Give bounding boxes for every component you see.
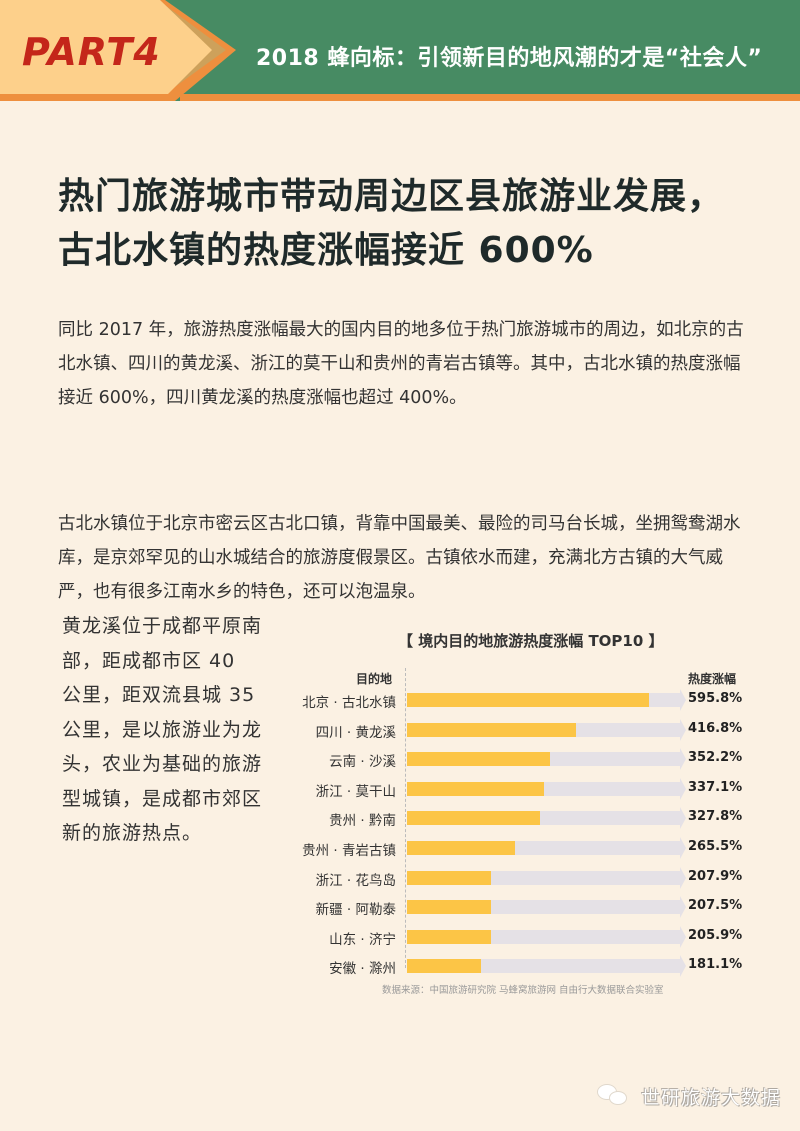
chart-row: 山东 · 济宁 205.9%	[0, 925, 800, 948]
header-orange-stripe	[0, 94, 800, 101]
page-header: PART4 2018 蜂向标：引领新目的地风潮的才是“社会人”	[0, 0, 800, 104]
bar-value: 352.2%	[688, 750, 743, 766]
account-name: 世研旅游大数据	[641, 1086, 782, 1109]
bar-value: 595.8%	[688, 691, 743, 706]
bar-arrow-icon	[680, 748, 686, 771]
bar-arrow-icon	[680, 718, 686, 741]
paragraph-gubei: 古北水镇位于北京市密云区古北口镇，背靠中国最美、最险的司马台长城，坐拥鸳鸯湖水库…	[58, 514, 741, 602]
bar-arrow-icon	[680, 955, 686, 978]
bar-value: 265.5%	[688, 839, 743, 854]
bar-label: 云南 · 沙溪	[329, 754, 396, 771]
bar-fill	[407, 929, 491, 944]
bar-label: 山东 · 济宁	[329, 931, 396, 948]
section-title: 2018 蜂向标：引领新目的地风潮的才是“社会人”	[256, 46, 763, 71]
chart-row: 浙江 · 莫干山 337.1%	[0, 777, 800, 800]
bar-label: 浙江 · 花鸟岛	[315, 872, 396, 889]
bar-arrow-icon	[680, 807, 686, 830]
bar-value: 181.1%	[688, 957, 743, 973]
bar-arrow-icon	[680, 866, 686, 889]
bar-label: 贵州 · 青岩古镇	[302, 843, 396, 859]
chart-row: 贵州 · 黔南 327.8%	[0, 807, 800, 830]
page-title: 热门旅游城市带动周边区县旅游业发展， 古北水镇的热度涨幅接近 600%	[58, 170, 724, 278]
bar-label: 四川 · 黄龙溪	[315, 724, 396, 741]
footer-account: 世研旅游大数据	[597, 1082, 781, 1110]
bar-value: 207.5%	[688, 898, 743, 914]
chart-row: 安徽 · 滁州 181.1%	[0, 955, 800, 978]
chart-column-value: 热度涨幅	[688, 672, 737, 686]
bar-arrow-icon	[680, 896, 686, 919]
chart-row: 浙江 · 花鸟岛 207.9%	[0, 866, 800, 889]
bar-fill	[407, 693, 649, 707]
chart-row: 贵州 · 青岩古镇 265.5%	[0, 837, 800, 859]
bar-label: 贵州 · 黔南	[329, 813, 396, 830]
chart-title: 【 境内目的地旅游热度涨幅 TOP10 】	[398, 632, 664, 650]
chart-source: 数据来源：中国旅游研究院 马蜂窝旅游网 自由行大数据联合实验室	[382, 985, 664, 996]
bar-fill	[407, 811, 541, 826]
bar-arrow-icon	[680, 777, 686, 800]
bar-fill	[407, 959, 481, 974]
bar-label: 北京 · 古北水镇	[302, 695, 396, 711]
chart-column-destination: 目的地	[356, 672, 393, 686]
bar-label: 安徽 · 滁州	[329, 961, 396, 978]
bar-fill	[407, 900, 492, 915]
bar-value: 205.9%	[688, 927, 743, 943]
part-label: PART4	[22, 30, 161, 74]
bar-fill	[407, 841, 515, 855]
bar-value: 327.8%	[688, 809, 743, 825]
bar-fill	[407, 870, 492, 885]
paragraph-intro: 同比 2017 年，旅游热度涨幅最大的国内目的地多位于热门旅游城市的周边，如北京…	[58, 320, 744, 408]
bar-label: 浙江 · 莫干山	[315, 783, 396, 800]
bar-arrow-icon	[680, 689, 686, 711]
bar-label: 新疆 · 阿勒泰	[315, 902, 396, 919]
bar-value: 207.9%	[688, 868, 743, 884]
chart-row: 北京 · 古北水镇 595.8%	[0, 689, 800, 711]
chart-row: 云南 · 沙溪 352.2%	[0, 748, 800, 771]
bar-fill	[407, 752, 551, 767]
chart-row: 四川 · 黄龙溪 416.8%	[0, 718, 800, 741]
page-title-line-1: 热门旅游城市带动周边区县旅游业发展，	[58, 176, 725, 217]
paragraph-huanglongxi: 黄龙溪位于成都平原南部，距成都市区 40 公里，距双流县城 35 公里，是以旅游…	[62, 615, 263, 844]
wechat-icon	[597, 1082, 633, 1110]
bar-value: 416.8%	[688, 720, 743, 736]
bar-fill	[407, 781, 544, 796]
bar-arrow-icon	[680, 837, 686, 859]
page-title-line-2: 古北水镇的热度涨幅接近 600%	[58, 230, 594, 271]
bar-arrow-icon	[680, 925, 686, 948]
chart-axis-line	[405, 668, 406, 968]
bar-fill	[407, 722, 577, 737]
bar-value: 337.1%	[688, 779, 743, 795]
chart-row: 新疆 · 阿勒泰 207.5%	[0, 896, 800, 919]
